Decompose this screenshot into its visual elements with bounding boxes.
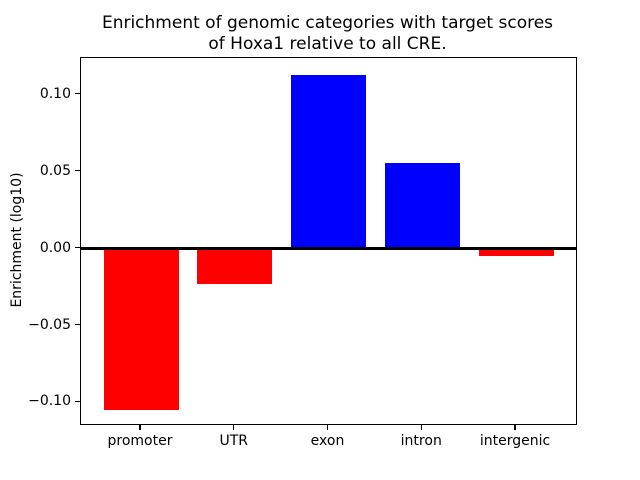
y-tick-label: −0.10 <box>28 393 71 410</box>
y-tick-mark <box>75 323 80 326</box>
x-tick-label: UTR <box>219 433 249 449</box>
x-tick-mark <box>420 425 422 430</box>
x-tick-mark <box>326 425 329 430</box>
bar-exon <box>291 74 366 249</box>
y-tick-label: −0.05 <box>28 316 71 333</box>
bar-UTR <box>197 248 273 285</box>
x-tick-mark <box>139 425 141 430</box>
x-tick-label: intron <box>400 433 442 449</box>
plot-area <box>80 57 577 425</box>
y-tick-mark <box>75 93 80 95</box>
x-tick-label: intergenic <box>479 433 551 449</box>
x-tick-label: promoter <box>107 433 173 449</box>
y-tick-label: 0.00 <box>39 239 71 256</box>
y-tick-mark <box>75 247 80 249</box>
x-tick-mark <box>514 425 516 430</box>
chart-title: Enrichment of genomic categories with ta… <box>101 13 554 54</box>
y-tick-label: 0.05 <box>39 162 71 179</box>
zero-line <box>81 247 576 251</box>
x-tick-label: exon <box>310 433 345 449</box>
x-tick-mark <box>233 425 235 430</box>
bar-promoter <box>103 248 179 411</box>
y-tick-mark <box>75 170 80 172</box>
y-tick-label: 0.10 <box>39 85 71 102</box>
bar-intergenic <box>478 248 554 257</box>
y-tick-mark <box>75 400 80 403</box>
bar-intron <box>384 162 460 249</box>
